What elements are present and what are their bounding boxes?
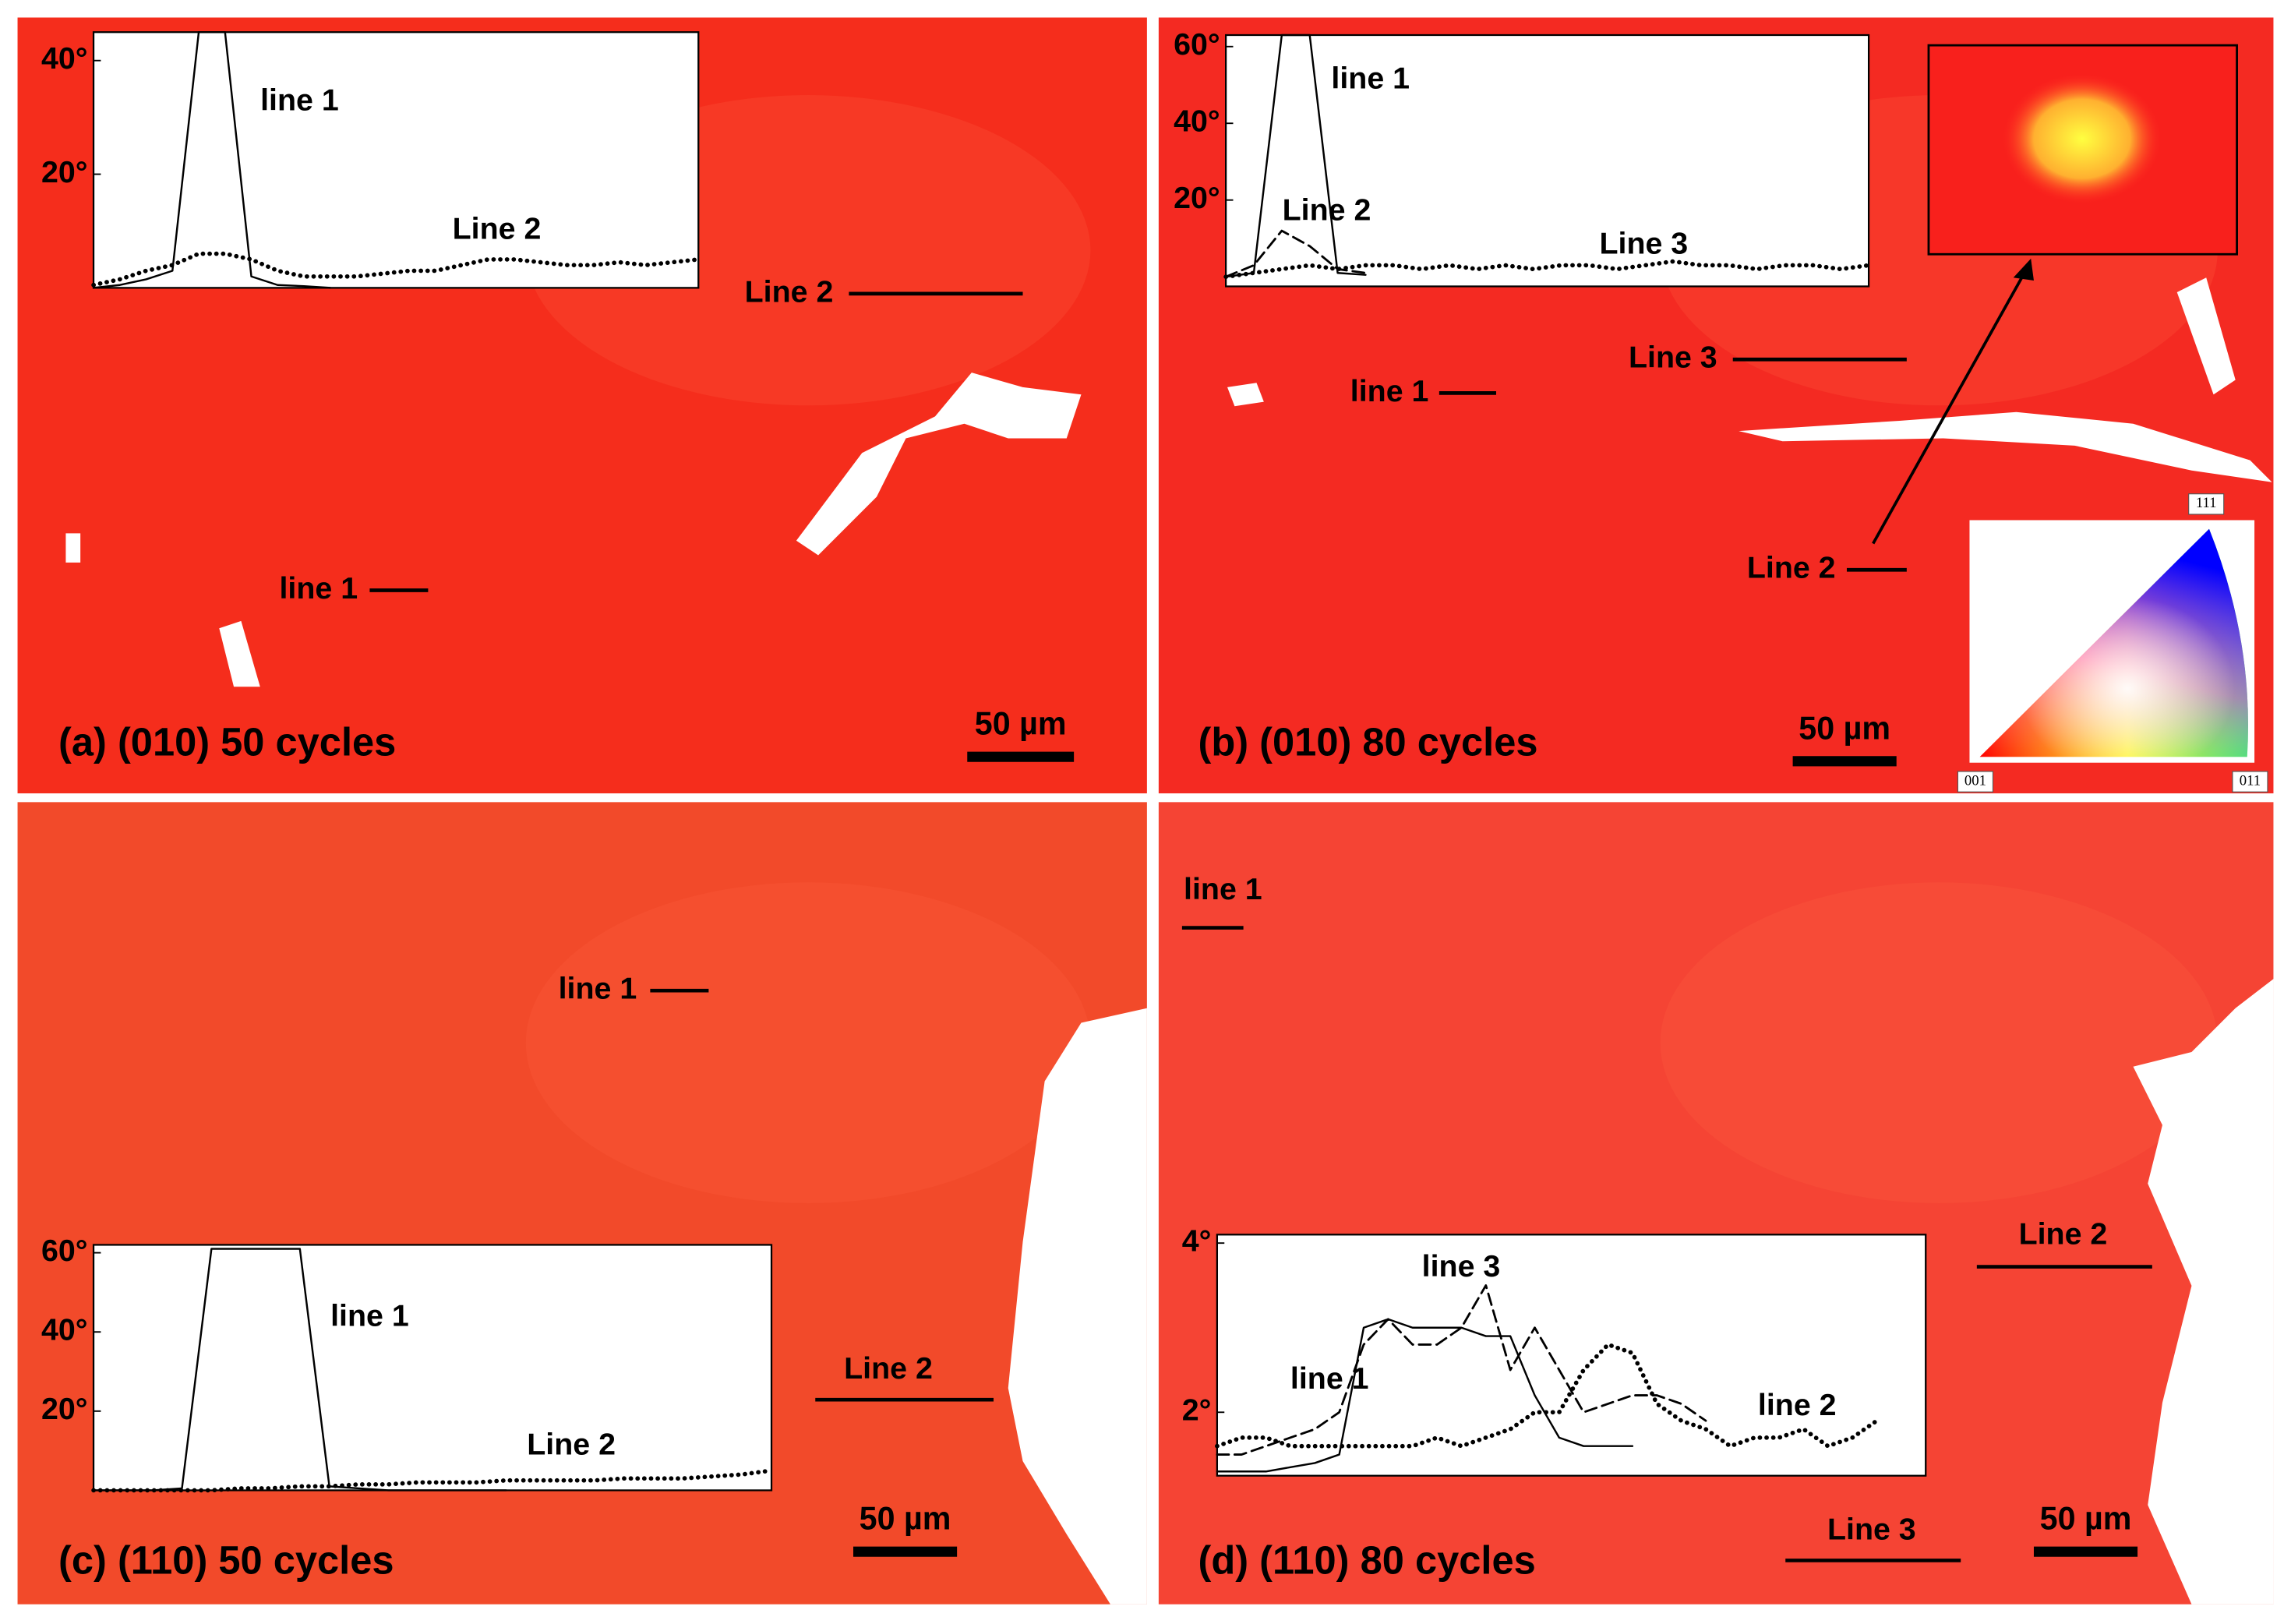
series-label: line 1 [1331, 62, 1410, 96]
profile-line [91, 251, 701, 288]
y-tick-label: 20° [41, 1392, 88, 1426]
line-label: Line 2 [1747, 551, 1836, 585]
series-label: Line 2 [1283, 192, 1371, 227]
series-label: line 3 [1422, 1249, 1501, 1283]
line-label: line 1 [1184, 872, 1262, 906]
series-label: Line 2 [453, 212, 542, 246]
crack-region [2133, 979, 2274, 1605]
line-label: Line 3 [1827, 1512, 1916, 1546]
crack-region [1739, 411, 2272, 482]
line-label: Line 2 [2019, 1217, 2108, 1252]
line-label: Line 3 [1629, 341, 1717, 375]
y-tick-label: 60° [41, 1234, 88, 1268]
line-label: Line 2 [844, 1351, 933, 1386]
scale-bar-label: 50 µm [2040, 1501, 2132, 1537]
scale-bar-label: 50 µm [975, 706, 1067, 742]
crack-region [796, 372, 1082, 556]
series-label: line 1 [330, 1299, 409, 1333]
crack-region [1008, 1008, 1147, 1605]
map-texture [525, 882, 1091, 1204]
inset-chart: 20° 40° 60° line 1 Line 2 Line 3 [1174, 27, 1871, 288]
profile-line [1224, 34, 1367, 278]
series-label: line 2 [1758, 1388, 1837, 1422]
profile-line [1216, 1318, 1634, 1473]
inset-chart: 2° 4° line 1 line 3 line 2 [1182, 1224, 1927, 1477]
panel-caption: (d) (110) 80 cycles [1198, 1538, 1535, 1583]
arrow [1872, 270, 2027, 545]
y-tick-label: 20° [41, 155, 88, 189]
ipf-label-box [1957, 771, 1994, 793]
line-label: line 1 [1350, 374, 1429, 408]
series-label: line 1 [1290, 1361, 1369, 1396]
line-label: Line 2 [745, 274, 834, 309]
y-tick-label: 60° [1174, 27, 1220, 62]
profile-line [1223, 259, 1871, 280]
crack-region [219, 620, 260, 687]
ipf-label: 011 [2240, 772, 2261, 789]
y-tick-label: 40° [41, 41, 88, 76]
crack-region [2176, 277, 2236, 395]
profile-line [1215, 1342, 1880, 1449]
profile-line [91, 1468, 774, 1493]
map-panel: (d) (110) 80 cycles 50 µm line 1 Line 2 Line… [1158, 802, 2274, 1605]
scale-bar-label: 50 µm [1799, 710, 1890, 746]
ipf-label-box [2232, 771, 2268, 793]
profile-line [92, 31, 332, 289]
y-tick-label: 2° [1182, 1393, 1212, 1428]
pole-figure-spot [2001, 72, 2162, 205]
crack-region [1227, 383, 1264, 407]
inset-background [1224, 34, 1870, 288]
series-label: line 1 [260, 83, 339, 118]
scale-bar-label: 50 µm [860, 1501, 951, 1537]
y-tick-label: 40° [41, 1313, 88, 1347]
inset-background [92, 1244, 773, 1492]
arrow-head [2013, 258, 2034, 281]
panel-caption: (b) (010) 80 cycles [1198, 720, 1537, 764]
panel-caption: (a) (010) 50 cycles [58, 720, 396, 764]
y-tick-label: 20° [1174, 181, 1220, 215]
inset-background [1216, 1234, 1927, 1477]
inset-chart: 20° 40° 60° line 1 Line 2 [41, 1234, 774, 1493]
series-label: Line 3 [1599, 226, 1688, 260]
line-label: line 1 [559, 972, 637, 1006]
line-label: line 1 [279, 571, 358, 605]
ipf-triangle-white [1979, 528, 2249, 757]
series-label: Line 2 [527, 1428, 616, 1462]
ipf-label: 111 [2196, 495, 2217, 511]
ipf-label: 001 [1964, 772, 1986, 789]
panel-caption: (c) (110) 50 cycles [58, 1538, 394, 1583]
y-tick-label: 40° [1174, 104, 1220, 139]
inset-chart: 20° 40° line 1 Line 2 [41, 31, 701, 289]
y-tick-label: 4° [1182, 1224, 1212, 1259]
crack-region [65, 533, 81, 563]
profile-line [1224, 229, 1367, 278]
profile-line [1216, 1284, 1707, 1456]
ipf-label-box [2188, 493, 2225, 515]
map-texture [1660, 882, 2218, 1204]
